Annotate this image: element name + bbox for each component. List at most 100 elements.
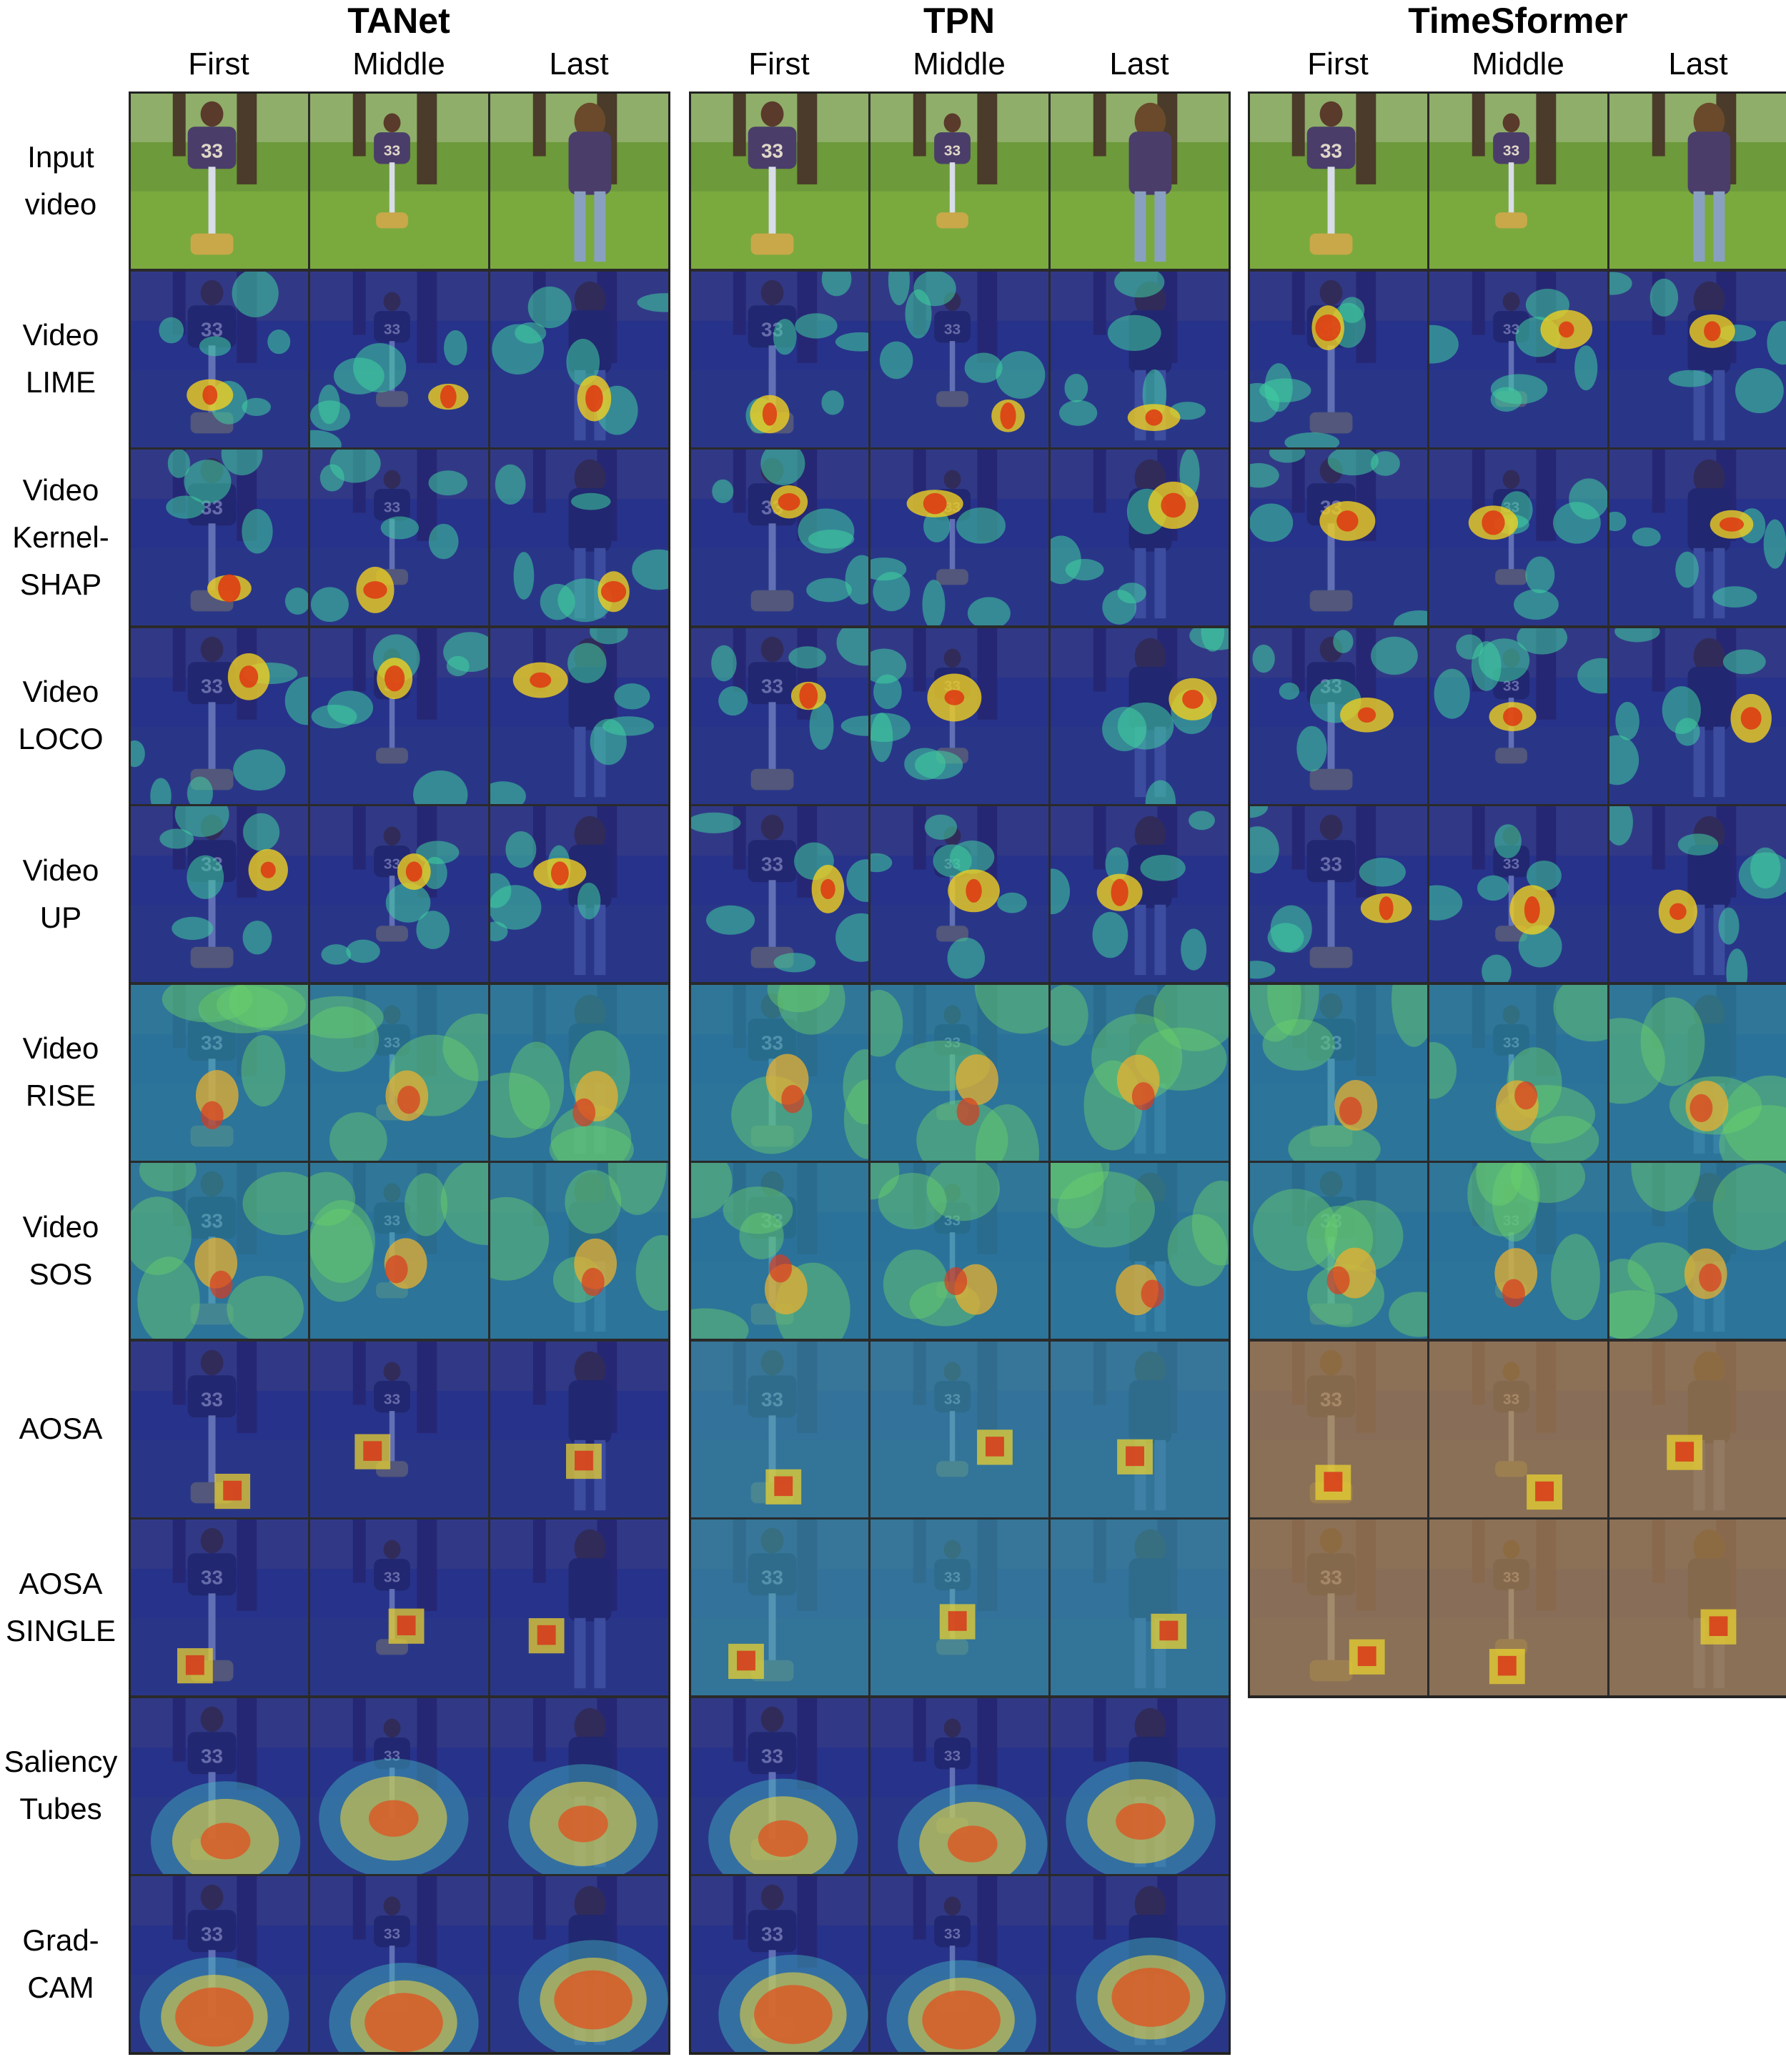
svg-text:33: 33 (384, 500, 400, 516)
svg-text:33: 33 (201, 1923, 223, 1945)
saliency-map-lime: 33 (309, 269, 490, 449)
row-label-line: Video (22, 318, 99, 352)
row-label-line: SINGLE (5, 1613, 116, 1647)
row-label-line: Tubes (19, 1792, 102, 1826)
saliency-map-loco (1608, 626, 1786, 805)
saliency-map-lime (1049, 269, 1230, 449)
svg-text:33: 33 (944, 1391, 961, 1407)
saliency-map-kernelshap: 33 (689, 448, 870, 627)
row-label-line: Saliency (4, 1745, 118, 1779)
svg-text:33: 33 (384, 321, 400, 337)
saliency-map-input: 33 (1248, 91, 1429, 270)
saliency-map-input: 33 (129, 91, 309, 270)
row-label-line: AOSA (19, 1412, 103, 1446)
row-label-sos: Video SOS (0, 1204, 121, 1298)
frame-label-middle: Middle (352, 46, 445, 81)
frame-label-first: First (188, 46, 249, 81)
saliency-map-aosa: 33 (1428, 1339, 1609, 1519)
svg-text:33: 33 (944, 1570, 961, 1586)
svg-text:33: 33 (1503, 143, 1519, 159)
saliency-map-input: 33 (309, 91, 490, 270)
svg-text:33: 33 (761, 1745, 783, 1767)
row-label-saliency-tubes: Saliency Tubes (0, 1738, 121, 1833)
svg-text:33: 33 (1503, 1213, 1519, 1229)
model-title-tpn: TPN (923, 1, 995, 41)
saliency-map-kernelshap (1608, 448, 1786, 627)
saliency-map-loco: 33 (869, 626, 1050, 805)
svg-text:33: 33 (201, 675, 223, 697)
svg-text:33: 33 (761, 675, 783, 697)
saliency-map-rise: 33 (689, 983, 870, 1162)
saliency-map-lime (1608, 269, 1786, 449)
svg-text:33: 33 (384, 1748, 400, 1764)
svg-text:33: 33 (944, 1748, 961, 1764)
saliency-map-aosa: 33 (1248, 1339, 1429, 1519)
svg-text:33: 33 (384, 1034, 400, 1051)
saliency-map-loco (489, 626, 670, 805)
saliency-map-aosa (1049, 1339, 1230, 1519)
frame-label-middle: Middle (1472, 46, 1564, 81)
svg-text:33: 33 (761, 1923, 783, 1945)
saliency-map-aosa-single: 33 (689, 1518, 870, 1697)
saliency-map-loco: 33 (689, 626, 870, 805)
row-label-line: Kernel- (12, 520, 109, 554)
saliency-map-up: 33 (1428, 805, 1609, 983)
saliency-map-aosa-single (1049, 1518, 1230, 1697)
row-label-line: UP (39, 900, 82, 934)
saliency-map-up: 33 (1248, 805, 1429, 983)
svg-text:33: 33 (384, 1391, 400, 1407)
row-label-up: Video UP (0, 847, 121, 941)
saliency-map-sos (1049, 1161, 1230, 1340)
saliency-map-input: 33 (869, 91, 1050, 270)
row-label-aosa: AOSA (0, 1405, 121, 1452)
saliency-map-aosa: 33 (689, 1339, 870, 1519)
saliency-map-up: 33 (309, 805, 490, 983)
svg-text:33: 33 (944, 321, 961, 337)
saliency-map-input (489, 91, 670, 270)
svg-text:33: 33 (1320, 853, 1342, 876)
frame-label-middle: Middle (913, 46, 1006, 81)
saliency-map-sos: 33 (1248, 1161, 1429, 1340)
saliency-map-aosa-single (1608, 1518, 1786, 1697)
saliency-map-up (1608, 805, 1786, 983)
saliency-map-lime: 33 (1428, 269, 1609, 449)
saliency-map-rise (1608, 983, 1786, 1162)
saliency-map-kernelshap (1049, 448, 1230, 627)
row-label-rise: Video RISE (0, 1025, 121, 1119)
model-title-timesformer: TimeSformer (1408, 1, 1628, 41)
svg-text:33: 33 (201, 1567, 223, 1589)
saliency-map-sos: 33 (869, 1161, 1050, 1340)
svg-text:33: 33 (384, 856, 400, 873)
svg-text:33: 33 (761, 1567, 783, 1589)
row-label-line: video (24, 187, 97, 221)
svg-text:33: 33 (944, 1034, 961, 1051)
svg-text:33: 33 (201, 1031, 223, 1054)
saliency-map-up (1049, 805, 1230, 983)
row-label-line: Input (27, 139, 94, 174)
saliency-map-loco: 33 (1428, 626, 1609, 805)
row-label-line: Grad- (22, 1923, 99, 1957)
svg-text:33: 33 (761, 1210, 783, 1232)
svg-text:33: 33 (944, 143, 961, 159)
saliency-map-aosa-single: 33 (1428, 1518, 1609, 1697)
svg-text:33: 33 (201, 1388, 223, 1410)
saliency-map-aosa: 33 (309, 1339, 490, 1519)
saliency-map-sos (1608, 1161, 1786, 1340)
saliency-map-rise: 33 (1248, 983, 1429, 1162)
svg-text:33: 33 (761, 1388, 783, 1410)
row-label-line: LIME (25, 365, 96, 400)
svg-text:33: 33 (201, 1210, 223, 1232)
saliency-map-input (1049, 91, 1230, 270)
saliency-map-sos: 33 (309, 1161, 490, 1340)
saliency-map-up: 33 (689, 805, 870, 983)
svg-text:33: 33 (1320, 1031, 1342, 1054)
row-label-line: LOCO (18, 722, 104, 756)
svg-text:33: 33 (944, 1213, 961, 1229)
saliency-map-lime: 33 (869, 269, 1050, 449)
saliency-map-up: 33 (869, 805, 1050, 983)
saliency-map-aosa-single: 33 (309, 1518, 490, 1697)
row-label-line: Video (22, 472, 99, 507)
row-label-input: Input video (0, 134, 121, 228)
row-label-line: SHAP (19, 567, 102, 601)
saliency-map-sos: 33 (689, 1161, 870, 1340)
